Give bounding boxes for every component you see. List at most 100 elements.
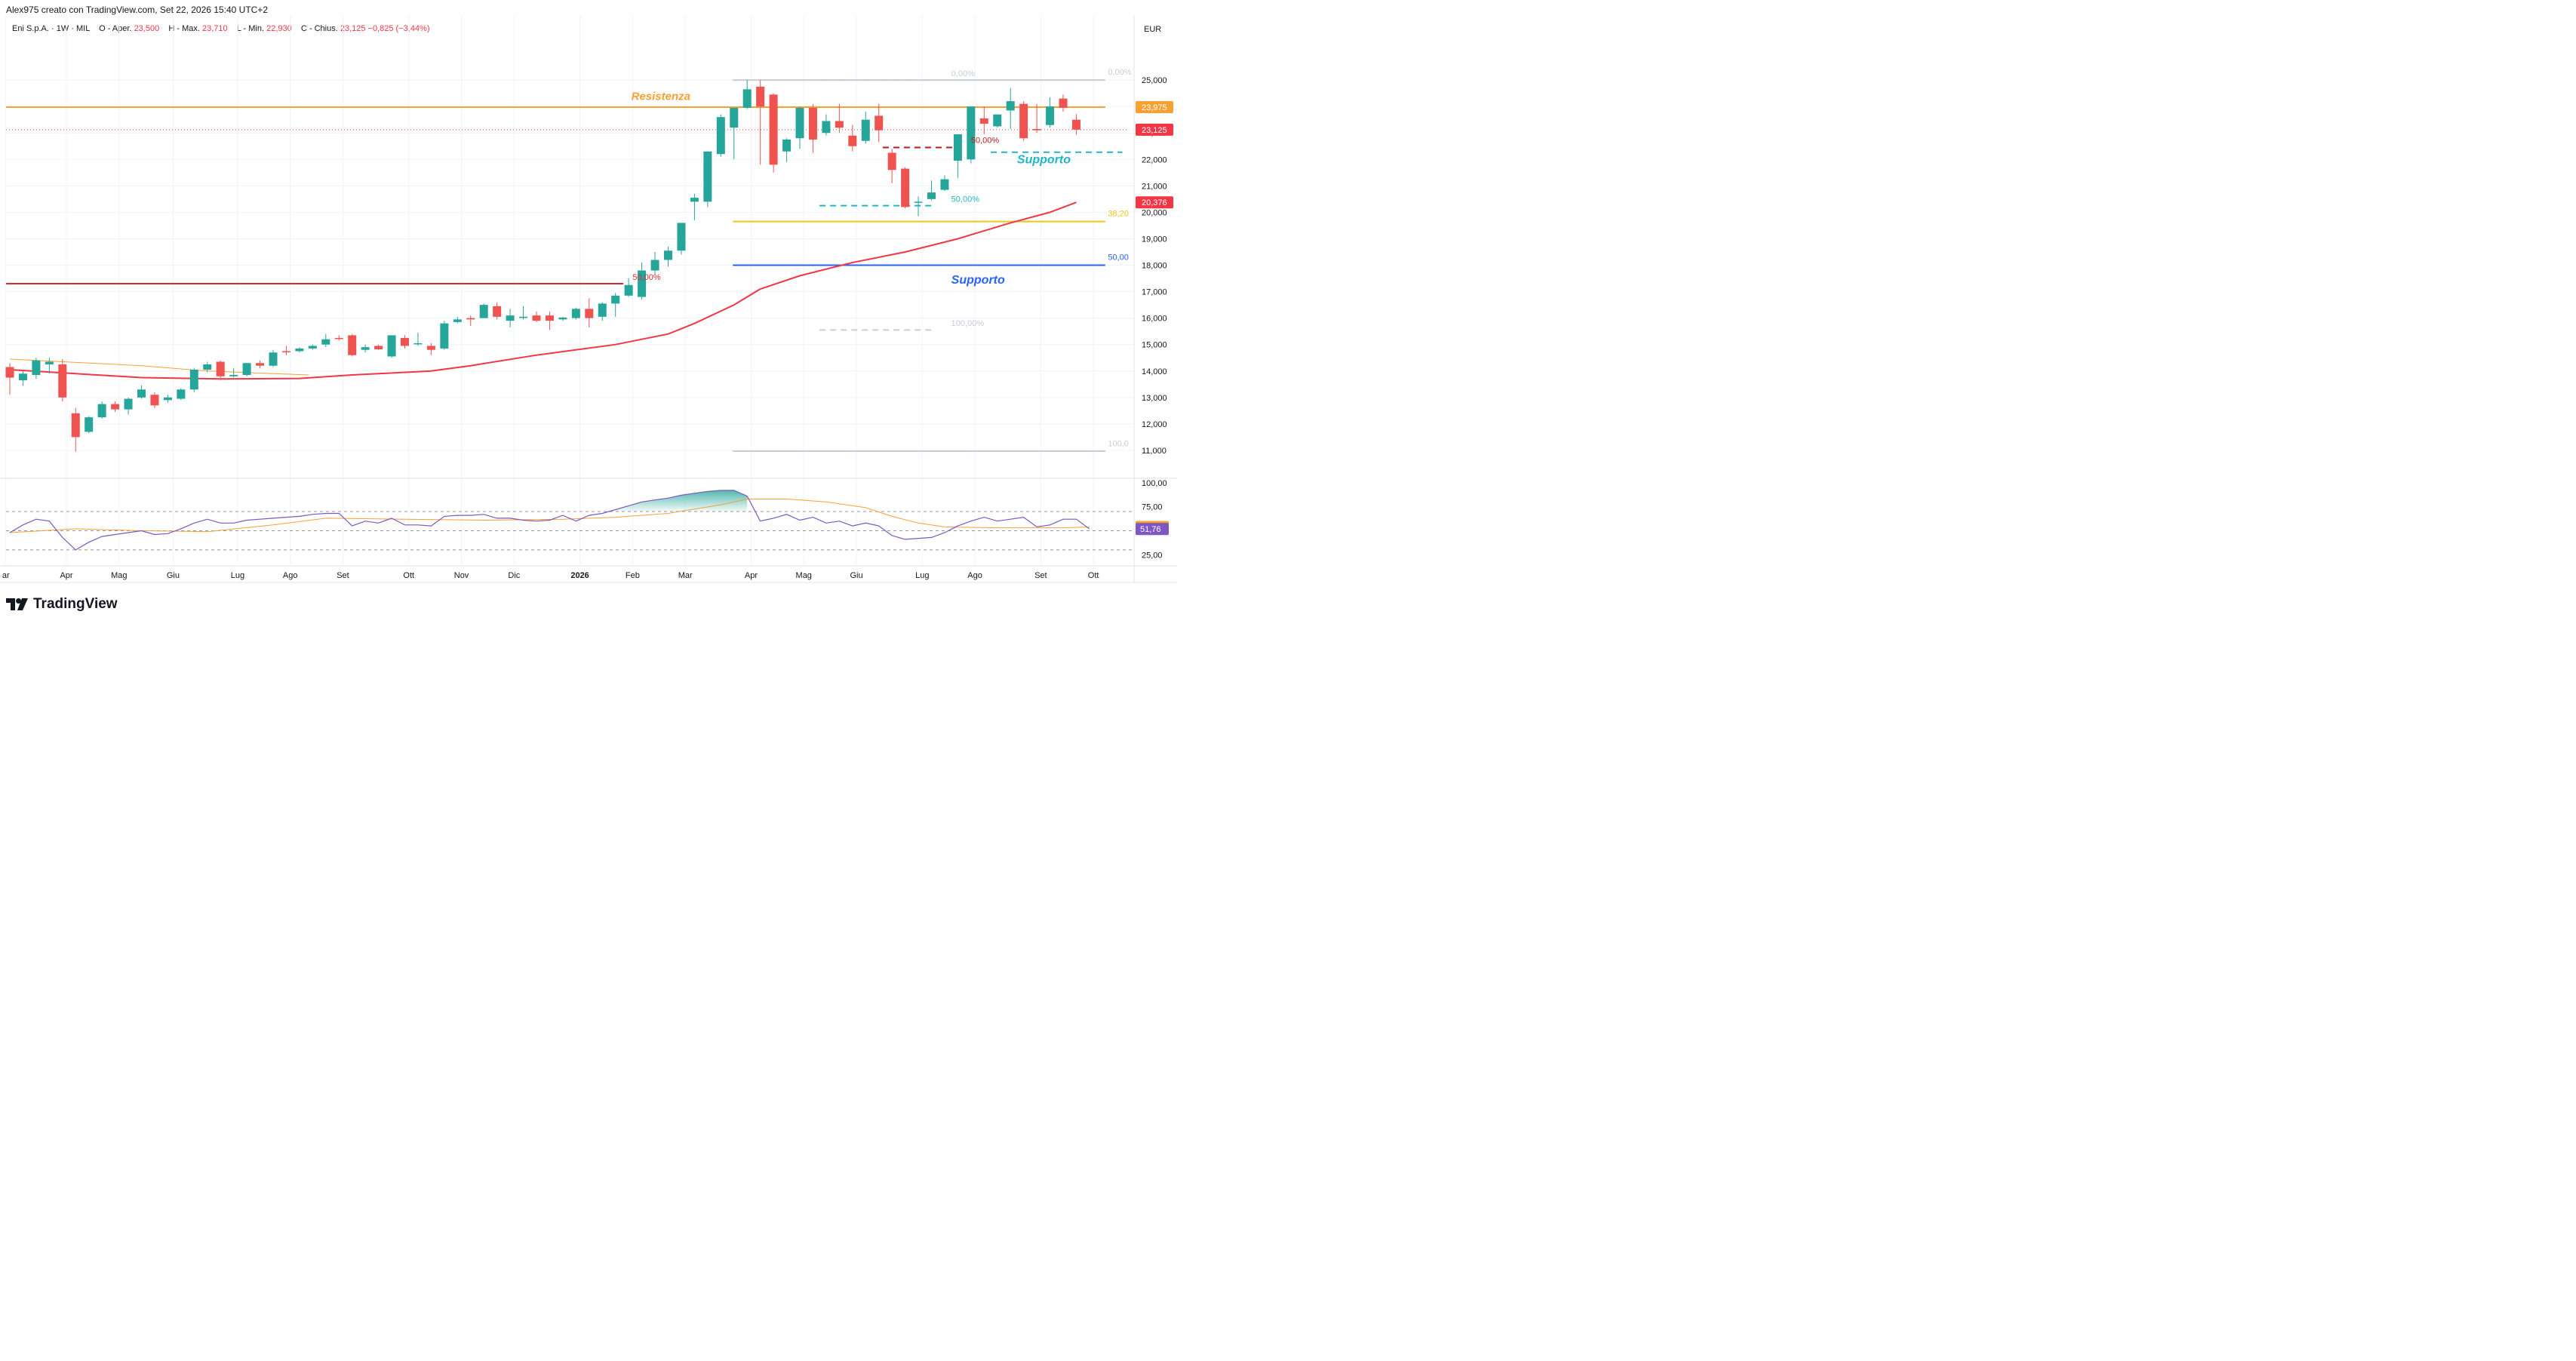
time-tick-label: Lug: [915, 571, 929, 580]
axes: 25,00024,00023,00022,00021,00020,00019,0…: [0, 15, 1177, 583]
candle-body: [585, 309, 594, 318]
chart-screen: Alex975 creato con TradingView.com, Set …: [0, 0, 1177, 622]
rsi-tick-label: 75,00: [1142, 503, 1163, 512]
price-badge: [1136, 123, 1173, 136]
fib-100-label: 100,00%: [951, 319, 985, 328]
price-chart[interactable]: Resistenza Supporto Supporto 0,00% 0,00% 50,0…: [0, 0, 1177, 596]
author-line: Alex975 creato con TradingView.com, Set …: [6, 5, 268, 15]
candle-body: [321, 339, 330, 345]
candle-body: [1046, 106, 1055, 125]
candle-body: [703, 151, 712, 202]
candle-body: [97, 404, 106, 418]
time-tick-label: Dic: [508, 571, 520, 580]
candle-body: [756, 86, 765, 107]
candle-body: [558, 317, 567, 320]
candle-body: [571, 309, 580, 318]
rsi-badge-label: 51,76: [1140, 525, 1161, 534]
price-tick-label: 15,000: [1142, 341, 1167, 350]
candle-body: [927, 192, 936, 199]
candle-body: [914, 201, 923, 203]
price-tick-label: 17,000: [1142, 288, 1167, 297]
symbol-name: Eni S.p.A.: [12, 24, 49, 33]
close-label: C - Chius.: [300, 24, 338, 33]
candle-body: [401, 337, 409, 346]
candle-body: [887, 152, 896, 171]
candle-body: [611, 295, 620, 304]
time-tick-label: Ott: [1088, 571, 1099, 580]
supporto-cyan-label: Supporto: [1017, 154, 1071, 167]
candles: [5, 80, 1081, 452]
low-value: 22,930: [266, 24, 292, 33]
candle-body: [453, 319, 462, 322]
time-tick-label: Ago: [283, 571, 298, 580]
candle-body: [901, 168, 910, 207]
grid: [5, 15, 1134, 564]
price-tick-label: 11,000: [1142, 447, 1167, 456]
tradingview-logo-icon: [6, 598, 28, 610]
candle-body: [875, 115, 884, 131]
time-tick-label: 2026: [570, 571, 589, 580]
candle-body: [361, 347, 370, 350]
candle-body: [269, 352, 278, 366]
price-tick-label: 13,000: [1142, 394, 1167, 403]
price-tick-label: 20,000: [1142, 208, 1167, 217]
candle-body: [650, 260, 659, 271]
candle-body: [940, 179, 949, 190]
time-tick-label: Lug: [231, 571, 244, 580]
moving-average-red: [9, 201, 1077, 380]
tradingview-brand[interactable]: TradingView: [6, 596, 118, 613]
candle-body: [598, 303, 607, 317]
time-tick-label: Apr: [745, 571, 758, 580]
candle-body: [795, 107, 804, 139]
candle-body: [137, 389, 146, 398]
candle-body: [281, 351, 290, 352]
exchange: MIL: [76, 24, 90, 33]
price-tick-label: 22,000: [1142, 155, 1167, 164]
time-tick-label: Mag: [796, 571, 812, 580]
time-tick-label: Ago: [967, 571, 982, 580]
time-tick-label: Giu: [167, 571, 180, 580]
change-value: −0,825 (−3,44%): [367, 24, 430, 33]
candle-body: [967, 106, 976, 160]
candle-body: [426, 346, 435, 350]
price-tick-label: 19,000: [1142, 235, 1167, 244]
red-50-left-label: 50,00%: [632, 273, 661, 282]
candle-body: [124, 398, 133, 410]
candle-body: [1032, 128, 1041, 131]
brand-name: TradingView: [33, 596, 118, 612]
candle-body: [242, 363, 251, 376]
candle-body: [953, 134, 962, 161]
fib-38-right-label: 38,20: [1108, 210, 1129, 219]
candle-body: [1059, 98, 1068, 108]
candle-body: [769, 94, 778, 165]
candle-body: [822, 121, 831, 134]
candle-body: [5, 367, 14, 378]
candle-body: [256, 363, 265, 366]
rsi-line: [9, 490, 1090, 551]
open-label: O - Aper.: [99, 24, 132, 33]
candle-body: [177, 389, 186, 399]
candle-body: [742, 89, 752, 108]
currency-label[interactable]: EUR: [1144, 25, 1162, 34]
time-tick-label: Ott: [403, 571, 414, 580]
candle-body: [334, 337, 343, 339]
time-tick-label: Nov: [454, 571, 469, 580]
candle-body: [229, 375, 238, 376]
symbol-legend[interactable]: Eni S.p.A. · 1W · MIL O - Aper. 23,500 H…: [12, 24, 430, 33]
horizontal-levels: [6, 79, 1130, 452]
candle-body: [716, 117, 725, 155]
time-tick-label: Mar: [678, 571, 693, 580]
rsi-tick-label: 100,00: [1142, 479, 1167, 488]
candle-body: [1019, 103, 1028, 139]
time-tick-label: Giu: [850, 571, 862, 580]
high-value: 23,710: [201, 24, 228, 33]
candle-body: [532, 315, 541, 321]
interval: 1W: [56, 24, 69, 33]
candle-body: [993, 114, 1002, 127]
candle-body: [1071, 119, 1081, 130]
rsi-signal-line: [9, 499, 1090, 533]
candle-body: [71, 413, 80, 438]
candle-body: [1006, 101, 1015, 111]
fib-50-cyan-label: 50,00%: [951, 195, 980, 204]
resistenza-label: Resistenza: [632, 90, 690, 103]
